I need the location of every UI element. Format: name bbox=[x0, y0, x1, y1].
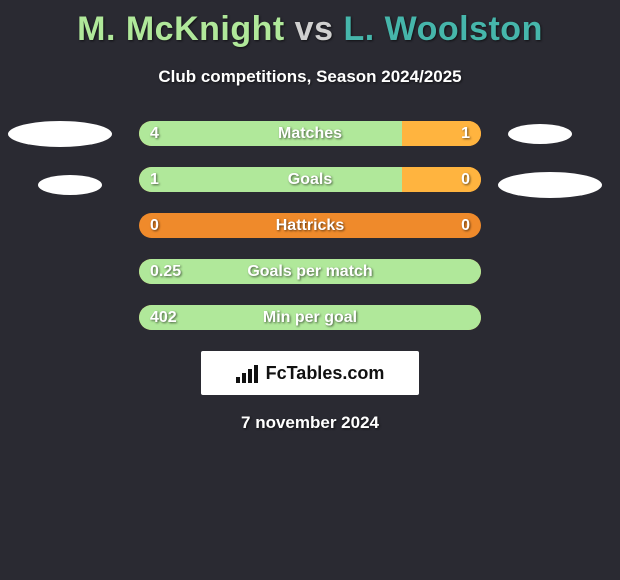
subtitle: Club competitions, Season 2024/2025 bbox=[0, 67, 620, 87]
player2-name: L. Woolston bbox=[343, 10, 542, 48]
stat-row: Matches41 bbox=[0, 121, 620, 146]
stat-value-left: 0.25 bbox=[150, 259, 181, 284]
stat-value-right: 1 bbox=[461, 121, 470, 146]
bar-left bbox=[139, 305, 481, 330]
stat-value-left: 0 bbox=[150, 213, 159, 238]
stat-value-left: 402 bbox=[150, 305, 177, 330]
bar-track bbox=[139, 305, 481, 330]
footer-logo-text: FcTables.com bbox=[266, 363, 385, 384]
stat-value-right: 0 bbox=[461, 167, 470, 192]
bar-left bbox=[139, 259, 481, 284]
player1-name: M. McKnight bbox=[77, 10, 285, 48]
stat-row: Min per goal402 bbox=[0, 305, 620, 330]
bar-track bbox=[139, 213, 481, 238]
stat-value-right: 0 bbox=[461, 213, 470, 238]
right-oval-icon bbox=[508, 124, 572, 144]
vs-text: vs bbox=[295, 10, 334, 48]
stat-row: Hattricks00 bbox=[0, 213, 620, 238]
bar-track bbox=[139, 259, 481, 284]
bar-track bbox=[139, 121, 481, 146]
comparison-title: M. McKnight vs L. Woolston bbox=[0, 0, 620, 49]
footer-logo: FcTables.com bbox=[201, 351, 419, 395]
stat-rows: Matches41Goals10Hattricks00Goals per mat… bbox=[0, 121, 620, 330]
left-oval-icon bbox=[8, 121, 112, 147]
stat-row: Goals10 bbox=[0, 167, 620, 192]
bar-chart-icon bbox=[236, 363, 262, 383]
bar-left bbox=[139, 121, 402, 146]
footer-date: 7 november 2024 bbox=[0, 413, 620, 433]
right-oval-icon bbox=[498, 172, 602, 198]
left-oval-icon bbox=[38, 175, 102, 195]
stat-value-left: 4 bbox=[150, 121, 159, 146]
stat-row: Goals per match0.25 bbox=[0, 259, 620, 284]
stat-value-left: 1 bbox=[150, 167, 159, 192]
bar-left bbox=[139, 167, 402, 192]
bar-track bbox=[139, 167, 481, 192]
